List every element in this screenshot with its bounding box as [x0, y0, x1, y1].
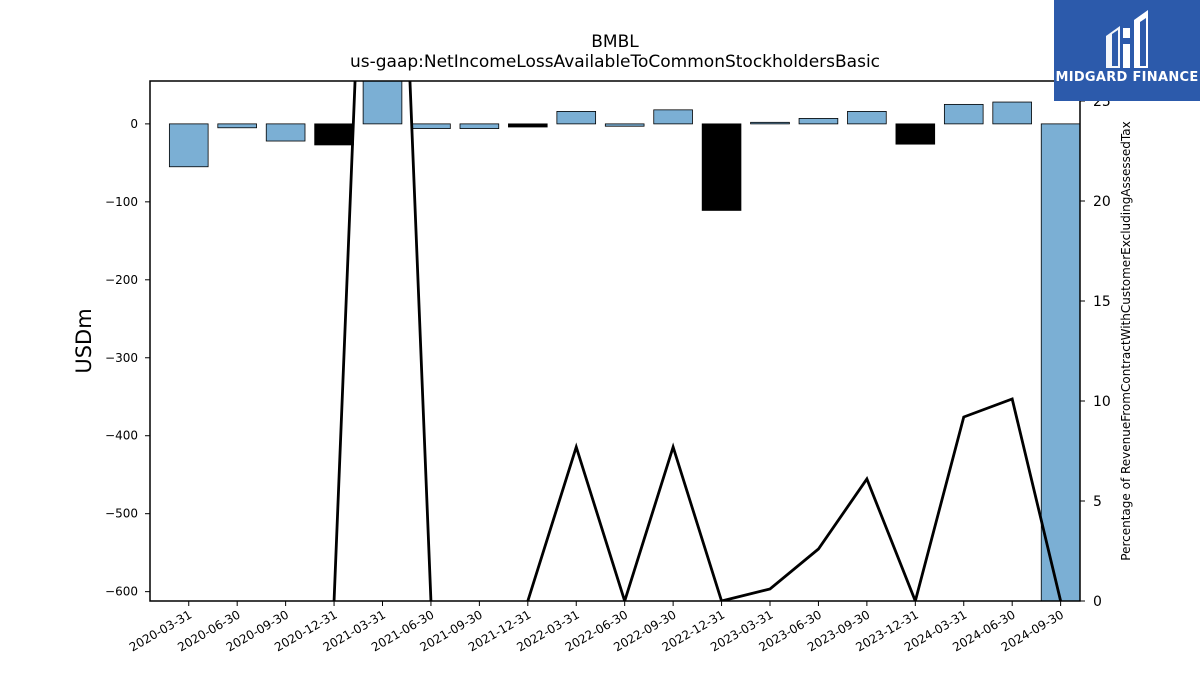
logo-text: MIDGARD FINANCE — [1055, 70, 1199, 85]
y2-tick-label: 20 — [1093, 194, 1111, 210]
bar-2021-12-31 — [508, 123, 548, 128]
bar-2020-12-31 — [314, 123, 354, 146]
bar-2020-09-30 — [265, 123, 306, 142]
bar-2024-06-30 — [992, 101, 1032, 125]
y2-tick-label: 0 — [1093, 594, 1102, 610]
y-tick-label: −500 — [105, 507, 138, 521]
bar-2023-09-30 — [847, 111, 887, 125]
plot-frame — [149, 80, 1081, 602]
bar-2021-03-31 — [362, 81, 403, 125]
bar-2023-03-31 — [750, 121, 790, 125]
line-segment — [526, 397, 1062, 601]
bar-2022-03-31 — [556, 111, 597, 125]
y-tick-label: −300 — [105, 351, 138, 365]
y2-tick-label: 10 — [1093, 394, 1111, 410]
line-series-group — [332, 81, 1062, 601]
y-tick-label: −200 — [105, 273, 138, 287]
x-axis: 2020-03-312020-06-302020-09-302020-12-31… — [127, 601, 1066, 654]
bar-2024-09-30 — [1040, 123, 1080, 601]
y-axis-label: USDm — [72, 308, 96, 374]
y2-axis-label: Percentage of RevenueFromContractWithCus… — [1119, 121, 1133, 561]
bars-group — [168, 81, 1080, 601]
y-tick-label: −600 — [105, 585, 138, 599]
y-tick-label: 0 — [130, 117, 138, 131]
line-segment — [332, 81, 433, 601]
bar-2020-06-30 — [217, 123, 257, 129]
chart-title: BMBL — [591, 32, 639, 52]
bar-2022-09-30 — [653, 109, 693, 125]
bar-2022-12-31 — [701, 123, 742, 211]
bar-2023-06-30 — [798, 118, 839, 125]
bar-2020-03-31 — [168, 123, 209, 168]
bar-2023-12-31 — [895, 123, 936, 145]
y-axis-left: 0 −100 −200 −300 −400 −500 −600 — [105, 117, 150, 599]
y2-tick-label: 15 — [1093, 294, 1111, 310]
logo-mark-icon — [1106, 10, 1148, 68]
bar-2021-09-30 — [459, 123, 500, 129]
y2-tick-label: 5 — [1093, 494, 1102, 510]
y-tick-label: −100 — [105, 195, 138, 209]
bar-2024-03-31 — [943, 103, 984, 125]
bar-2022-06-30 — [604, 123, 645, 127]
y-tick-label: −400 — [105, 429, 138, 443]
midgard-finance-logo: MIDGARD FINANCE — [1054, 0, 1200, 101]
chart-subtitle: us-gaap:NetIncomeLossAvailableToCommonSt… — [349, 52, 881, 72]
bar-2021-06-30 — [411, 123, 451, 129]
